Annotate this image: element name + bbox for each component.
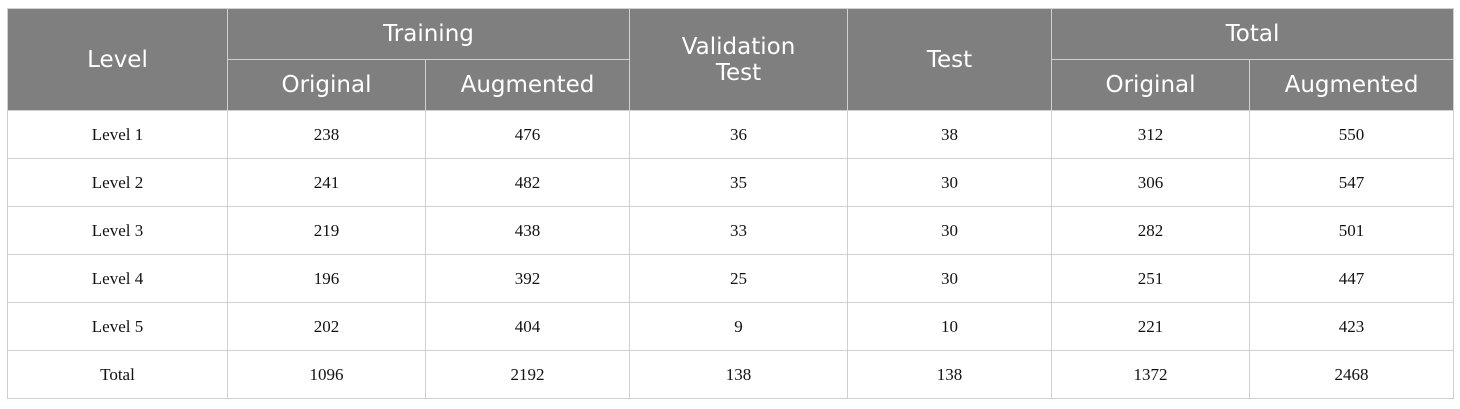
row-label: Level 3 <box>7 206 228 255</box>
table-row: Level 5 202 404 9 10 221 423 <box>7 302 1455 351</box>
row-label: Level 1 <box>7 110 228 159</box>
table-cell: 30 <box>847 206 1053 255</box>
table-cell: 219 <box>227 206 426 255</box>
table-cell: 482 <box>424 158 631 207</box>
table-cell: 33 <box>629 206 849 255</box>
table-cell: 476 <box>424 110 631 159</box>
table-cell: 404 <box>424 302 631 351</box>
table-cell: 9 <box>629 302 849 351</box>
header-cell: Validation Test <box>629 8 849 111</box>
table-cell: 221 <box>1051 302 1251 351</box>
table-header: Level Training Validation Test Test Tota… <box>7 8 1455 111</box>
table-cell: 423 <box>1249 302 1455 351</box>
header-cell: Original <box>227 59 426 111</box>
table-cell: 35 <box>629 158 849 207</box>
table-row: Total 1096 2192 138 138 1372 2468 <box>7 350 1455 399</box>
table-cell: 30 <box>847 254 1053 303</box>
table-row: Level 3 219 438 33 30 282 501 <box>7 206 1455 255</box>
header-cell: Augmented <box>424 59 631 111</box>
header-cell: Test <box>847 8 1053 111</box>
table-cell: 447 <box>1249 254 1455 303</box>
table-cell: 238 <box>227 110 426 159</box>
table-cell: 36 <box>629 110 849 159</box>
table-cell: 438 <box>424 206 631 255</box>
table-row: Level 4 196 392 25 30 251 447 <box>7 254 1455 303</box>
header-cell: Training <box>226 8 631 60</box>
table-cell: 1096 <box>227 350 426 399</box>
table-cell: 1372 <box>1051 350 1251 399</box>
row-label: Total <box>7 350 228 399</box>
table-cell: 25 <box>629 254 849 303</box>
table-row: Level 2 241 482 35 30 306 547 <box>7 158 1455 207</box>
table-row: Level 1 238 476 36 38 312 550 <box>7 110 1455 159</box>
table-cell: 202 <box>227 302 426 351</box>
table-cell: 2192 <box>424 350 631 399</box>
table-cell: 38 <box>847 110 1053 159</box>
header-cell: Total <box>1051 8 1455 60</box>
table-cell: 550 <box>1249 110 1455 159</box>
table-cell: 392 <box>424 254 631 303</box>
table-cell: 196 <box>227 254 426 303</box>
header-cell: Original <box>1051 59 1251 111</box>
row-label: Level 2 <box>7 158 228 207</box>
table-cell: 312 <box>1051 110 1251 159</box>
row-label: Level 4 <box>7 254 228 303</box>
header-cell: Augmented <box>1249 59 1455 111</box>
header-cell: Level <box>7 8 228 111</box>
table-cell: 2468 <box>1249 350 1455 399</box>
header-row: Level Training Validation Test Test Tota… <box>7 8 1455 111</box>
header-text: Validation Test <box>681 33 796 86</box>
table-body: Level 1 238 476 36 38 312 550 Level 2 241 482 35 30… <box>7 110 1455 399</box>
table-cell: 138 <box>847 350 1053 399</box>
table-cell: 251 <box>1051 254 1251 303</box>
table-cell: 282 <box>1051 206 1251 255</box>
table-cell: 138 <box>629 350 849 399</box>
data-table: Level Training Validation Test Test Tota… <box>7 8 1455 399</box>
table-cell: 306 <box>1051 158 1251 207</box>
table-cell: 547 <box>1249 158 1455 207</box>
table-cell: 10 <box>847 302 1053 351</box>
table-cell: 30 <box>847 158 1053 207</box>
header-row: Original Augmented Original Augmented <box>8 59 1455 111</box>
table-cell: 501 <box>1249 206 1455 255</box>
row-label: Level 5 <box>7 302 228 351</box>
table-cell: 241 <box>227 158 426 207</box>
